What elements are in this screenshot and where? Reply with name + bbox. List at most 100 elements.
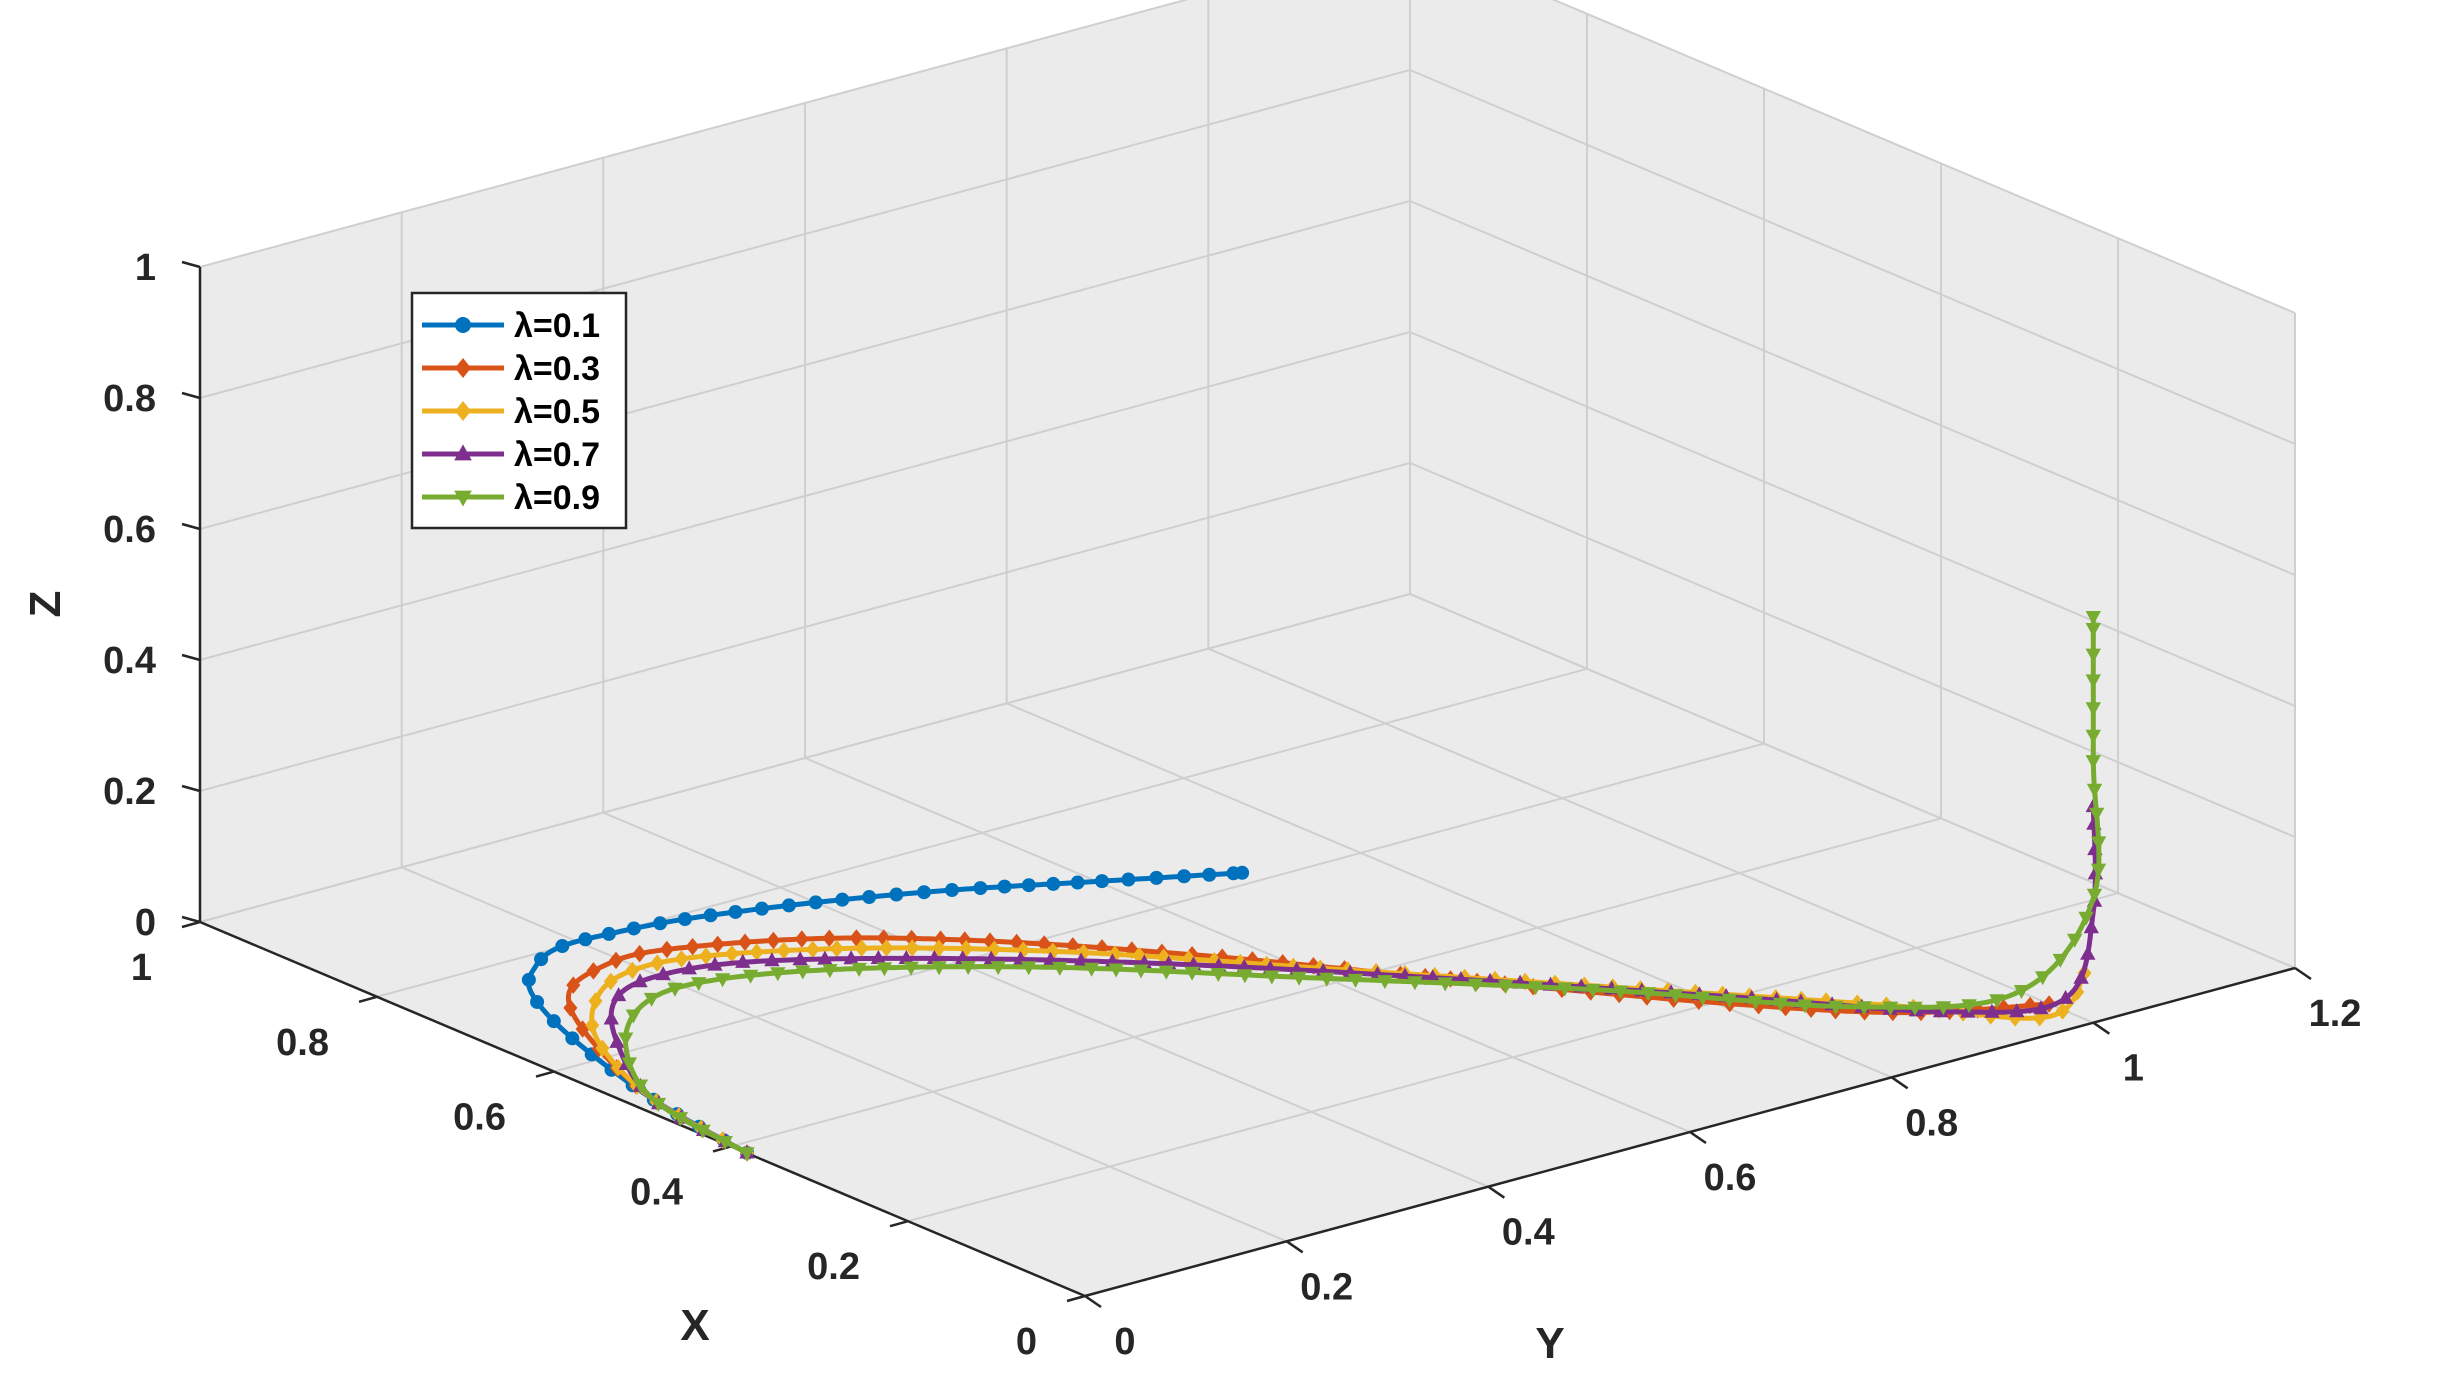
data-point [586,962,601,980]
data-point [1065,937,1080,955]
data-point [1347,973,1364,988]
data-point [1021,878,1036,893]
data-point [632,1079,649,1094]
grid-line-z [199,0,1189,268]
grid-line-y [1207,647,2094,1024]
y-tick [1487,1185,1506,1199]
legend-marker [454,444,472,461]
data-point [2085,755,2101,770]
data-point [650,1097,667,1112]
grid-line-z [199,593,1411,923]
data-point [1747,995,1764,1010]
grid-line-z [199,200,1411,530]
data-point [1751,997,1766,1015]
data-point [1083,962,1100,977]
data-point [876,962,893,977]
data-point [617,1032,634,1047]
legend-marker [454,490,472,507]
data-point [609,1033,625,1048]
x-tick-label: 0 [1016,1321,1037,1363]
data-point [724,945,739,963]
data-point [578,932,593,947]
y-tick [2294,966,2312,981]
y-tick [2092,1021,2111,1035]
data-point [2080,945,2096,960]
z-tick [181,653,201,662]
data-point [854,939,869,957]
data-point [1437,977,1453,992]
series-group [521,611,2107,1162]
data-point [1819,992,1834,1010]
data-point [997,879,1012,894]
data-point [770,967,786,982]
data-point [601,926,616,941]
y-tick-label: 0 [1114,1321,1135,1363]
data-point [973,881,988,896]
axis-panes [200,0,2295,1296]
z-tick [181,522,201,531]
z-tick [181,260,201,269]
data-point [754,901,769,916]
data-point [667,982,683,997]
data-point [735,953,751,968]
grid-line-y [1006,702,1893,1079]
data-point [1804,1000,1819,1018]
data-point [2086,888,2103,903]
x-tick-label: 0.4 [630,1171,683,1213]
data-point [1407,976,1423,991]
z-tick-label: 0.2 [103,771,156,813]
grid-line-z [1409,462,2296,838]
grid-line-z [1409,331,2296,707]
data-point [2013,985,2030,999]
data-point [699,947,713,965]
data-point [990,961,1006,976]
data-point [829,939,844,958]
series-line [608,805,2098,1157]
data-point [1070,875,1085,890]
data-point [2088,807,2105,822]
data-point [905,939,920,957]
data-point [835,892,850,907]
data-point [1612,985,1629,1000]
data-point [588,992,603,1010]
data-point [1210,968,1226,982]
data-point [2070,983,2085,1001]
data-point [1046,876,1061,891]
data-point [903,961,919,976]
data-point [566,976,581,994]
legend-item: λ=0.9 [422,479,600,517]
z-tick [181,915,201,924]
data-point [795,965,811,980]
y-tick-label: 0.2 [1300,1266,1353,1308]
data-point [1177,869,1192,884]
data-point [2073,969,2089,984]
data-point [805,940,820,959]
data-point [2085,702,2101,717]
y-tick-label: 1 [2123,1048,2144,1090]
data-point [898,950,914,964]
data-point [1107,945,1122,963]
data-point [575,1020,590,1038]
data-point [1237,969,1253,984]
data-point [1932,1003,1949,1018]
data-point [917,885,932,900]
data-point [1984,1003,2000,1018]
data-point [904,929,919,948]
data-point [1016,941,1031,959]
data-point [565,1031,580,1046]
y-tick [1689,1130,1707,1145]
data-point [1233,953,1248,972]
legend-marker [455,401,471,421]
data-point [870,950,887,964]
grid-line-y [401,866,1288,1243]
axis-lines [181,260,2312,1309]
data-point [1557,982,1573,997]
y-tick-label: 0.8 [1905,1102,1958,1144]
data-point [2083,919,2099,934]
data-point [1235,865,1250,880]
back-right-pane [1410,0,2295,968]
data-point [1291,971,1307,986]
data-point [626,921,641,936]
data-point [2078,911,2094,926]
z-tick-label: 0.8 [103,378,156,420]
